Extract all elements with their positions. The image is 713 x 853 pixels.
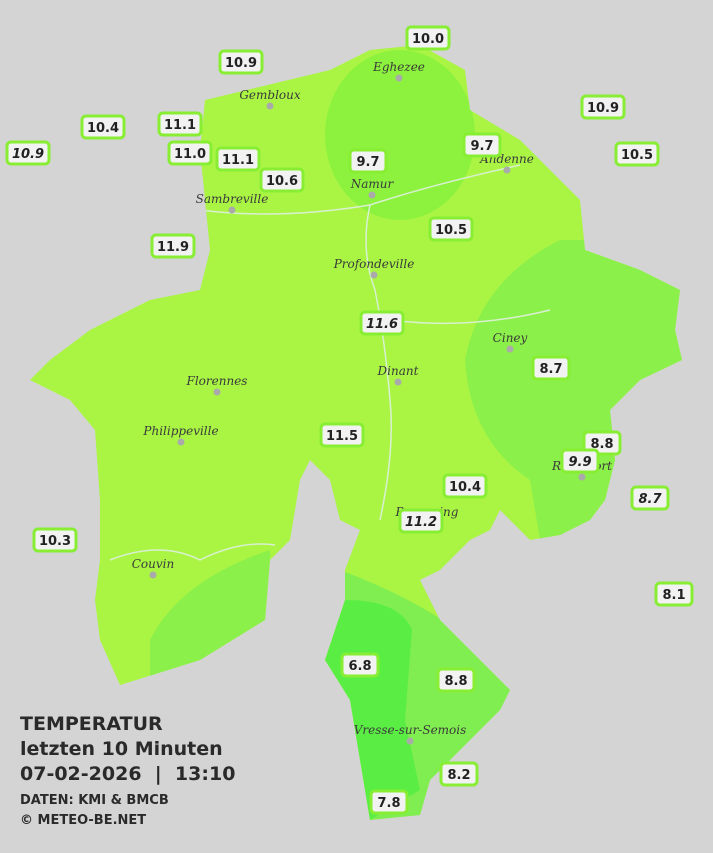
station-box bbox=[5, 140, 51, 166]
station-value: 11.1 bbox=[222, 153, 254, 168]
station-box bbox=[398, 508, 444, 534]
city-label: Eghezee bbox=[372, 60, 425, 74]
city-dot bbox=[394, 378, 402, 386]
city-label: Namur bbox=[350, 177, 395, 191]
station-box bbox=[580, 94, 626, 120]
station-box bbox=[654, 581, 694, 607]
city-label: Couvin bbox=[132, 557, 174, 571]
station-box bbox=[439, 761, 479, 787]
station-box bbox=[218, 49, 264, 75]
station-value: 10.5 bbox=[621, 148, 653, 163]
station-box bbox=[359, 310, 405, 336]
station-value: 11.0 bbox=[174, 147, 206, 162]
zone-ne bbox=[325, 50, 475, 220]
city-dot bbox=[149, 571, 157, 579]
city-dot bbox=[213, 388, 221, 396]
station-value: 10.6 bbox=[266, 174, 298, 189]
city-dot bbox=[266, 102, 274, 110]
city-label: Dinant bbox=[377, 364, 419, 378]
station-box bbox=[462, 132, 502, 158]
station-value: 11.1 bbox=[164, 118, 196, 133]
city-dot bbox=[177, 438, 185, 446]
city-dot bbox=[578, 473, 586, 481]
station-value: 10.4 bbox=[449, 480, 481, 495]
station-value: 8.7 bbox=[539, 362, 562, 377]
station-box bbox=[215, 146, 261, 172]
station-box bbox=[340, 652, 380, 678]
station-box bbox=[150, 233, 196, 259]
station-box bbox=[405, 25, 451, 51]
city-label: Profondeville bbox=[333, 257, 415, 271]
station-value: 8.7 bbox=[638, 492, 662, 507]
legend-source: DATEN: KMI & BMCB bbox=[20, 793, 169, 808]
city-dot bbox=[370, 271, 378, 279]
city-label: Gembloux bbox=[239, 88, 301, 102]
station-value: 7.8 bbox=[377, 796, 400, 811]
station-box bbox=[442, 473, 488, 499]
station-value: 10.4 bbox=[87, 121, 119, 136]
station-value: 8.8 bbox=[590, 437, 613, 452]
station-value: 9.7 bbox=[470, 139, 493, 154]
city-dot bbox=[503, 166, 511, 174]
legend-period: letzten 10 Minuten bbox=[20, 738, 223, 760]
station-box bbox=[319, 422, 365, 448]
rivers bbox=[109, 164, 551, 561]
station-box bbox=[614, 141, 660, 167]
station-box bbox=[167, 140, 213, 166]
station-box bbox=[531, 355, 571, 381]
station-box bbox=[80, 114, 126, 140]
station-value: 11.2 bbox=[405, 515, 437, 530]
city-label: Vresse-sur-Semois bbox=[354, 723, 467, 737]
station-value: 10.9 bbox=[587, 101, 619, 116]
station-value: 8.8 bbox=[444, 674, 467, 689]
station-box bbox=[369, 789, 409, 815]
city-dot bbox=[368, 191, 376, 199]
station-value: 11.9 bbox=[157, 240, 189, 255]
legend-copyright: © METEO-BE.NET bbox=[20, 813, 146, 828]
station-value: 10.5 bbox=[435, 223, 467, 238]
city-dot bbox=[506, 345, 514, 353]
zone-cold bbox=[325, 600, 420, 820]
station-value: 8.2 bbox=[447, 768, 470, 783]
station-value: 10.9 bbox=[225, 56, 257, 71]
city-label: Philippeville bbox=[142, 424, 218, 438]
legend-title: TEMPERATUR bbox=[20, 713, 163, 735]
station-box bbox=[157, 111, 203, 137]
station-box bbox=[348, 148, 388, 174]
legend-datetime: 07-02-2026 | 13:10 bbox=[20, 763, 235, 785]
city-dot bbox=[228, 206, 236, 214]
station-value: 9.7 bbox=[356, 155, 379, 170]
station-value: 11.5 bbox=[326, 429, 358, 444]
station-value: 9.9 bbox=[568, 455, 591, 470]
station-box bbox=[32, 527, 78, 553]
zone-sw bbox=[150, 550, 270, 700]
station-box bbox=[428, 216, 474, 242]
station-value: 6.8 bbox=[348, 659, 371, 674]
station-value: 10.9 bbox=[12, 147, 44, 162]
city-label: Florennes bbox=[186, 374, 248, 388]
station-value: 10.0 bbox=[412, 32, 444, 47]
city-dot bbox=[395, 74, 403, 82]
station-value: 10.3 bbox=[39, 534, 71, 549]
station-box bbox=[436, 667, 476, 693]
station-box bbox=[560, 448, 600, 474]
city-dot bbox=[406, 737, 414, 745]
city-label: Sambreville bbox=[196, 192, 269, 206]
station-box bbox=[630, 485, 670, 511]
station-layer: 10.0 10.9 10.9 10.4 11.1 10.9 11.0 11.1 10.6 9.7 9… bbox=[5, 25, 694, 815]
city-label: Ciney bbox=[493, 331, 528, 345]
station-box bbox=[259, 167, 305, 193]
station-value: 8.1 bbox=[662, 588, 685, 603]
station-value: 11.6 bbox=[366, 317, 398, 332]
